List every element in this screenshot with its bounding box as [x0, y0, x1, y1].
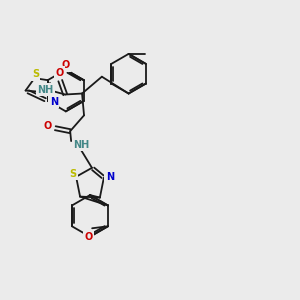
Text: NH: NH — [73, 140, 89, 150]
Text: S: S — [70, 169, 77, 179]
Text: NH: NH — [37, 85, 53, 94]
Text: S: S — [32, 69, 39, 79]
Text: O: O — [62, 60, 70, 70]
Text: O: O — [55, 68, 63, 78]
Text: O: O — [84, 232, 92, 242]
Text: O: O — [43, 121, 52, 131]
Text: N: N — [50, 97, 58, 107]
Text: N: N — [106, 172, 114, 182]
